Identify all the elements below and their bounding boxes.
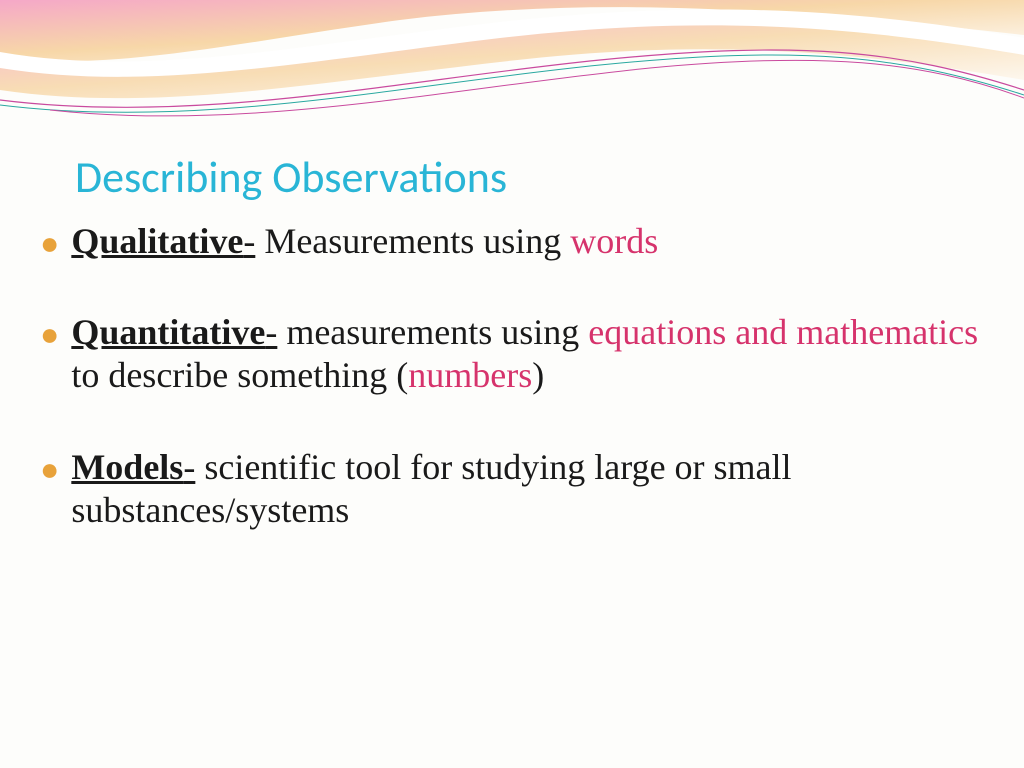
bullet-text: Qualitative- Measurements using words	[71, 220, 984, 263]
bullet-text: Quantitative- measurements using equatio…	[71, 311, 984, 397]
highlight-text: numbers	[408, 355, 532, 395]
dash: -	[183, 447, 195, 487]
bullet-item: ● Qualitative- Measurements using words	[40, 220, 984, 263]
bullet-item: ● Quantitative- measurements using equati…	[40, 311, 984, 397]
body-text: measurements using	[277, 312, 588, 352]
body-text: )	[532, 355, 544, 395]
slide-content: ●Qualitative- Measurements using words●Q…	[40, 220, 984, 580]
bullet-text: Models- scientific tool for studying lar…	[71, 446, 984, 532]
term: Quantitative	[71, 312, 265, 352]
body-text: Measurements using	[255, 221, 570, 261]
bullet-icon: ●	[40, 224, 59, 262]
term: Models	[71, 447, 183, 487]
bullet-item: ● Models- scientific tool for studying la…	[40, 446, 984, 532]
highlight-text: words	[570, 221, 658, 261]
dash: -	[265, 312, 277, 352]
bullet-icon: ●	[40, 450, 59, 488]
dash: -	[243, 221, 255, 261]
slide-title: Describing Observations	[75, 150, 507, 204]
body-text: to describe something (	[71, 355, 408, 395]
highlight-text: equations and mathematics	[588, 312, 978, 352]
bullet-icon: ●	[40, 315, 59, 353]
term: Qualitative	[71, 221, 243, 261]
